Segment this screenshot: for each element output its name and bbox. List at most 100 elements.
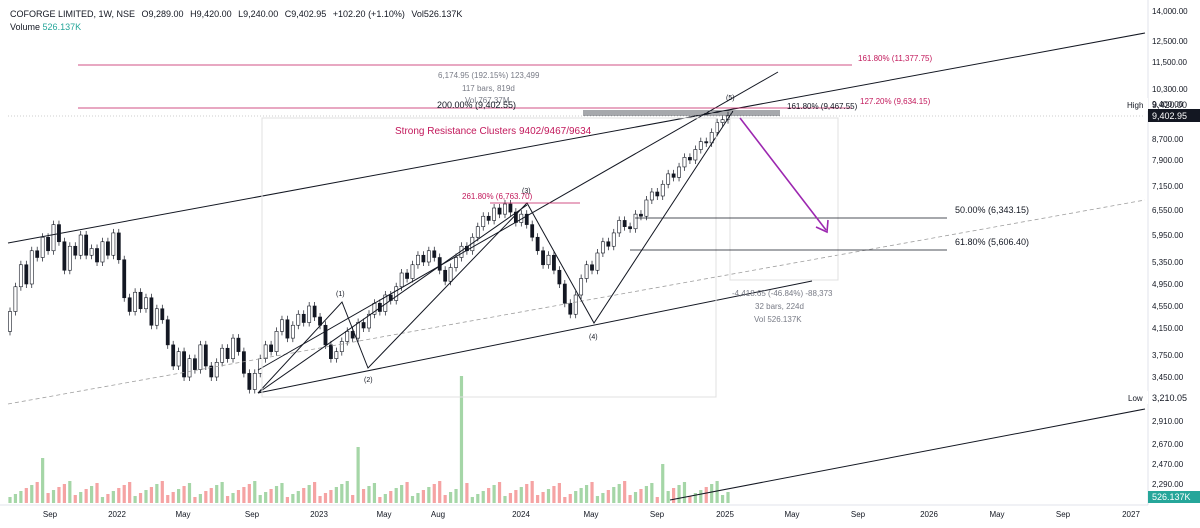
volume-bar <box>231 493 235 503</box>
candle-body <box>35 250 40 258</box>
volume-bar <box>57 487 61 503</box>
volume-bar <box>160 481 164 503</box>
volume-bar <box>30 485 34 503</box>
volume-bar <box>666 491 670 503</box>
candle-body <box>704 141 709 144</box>
wave-label-5: (5) <box>726 95 735 102</box>
price-tick-label: 9,400.00 <box>1152 100 1184 109</box>
volume-bar <box>726 492 730 503</box>
volume-bar <box>291 494 295 503</box>
candle-body <box>329 344 333 359</box>
time-tick-label: Aug <box>431 510 445 519</box>
volume-bar <box>204 491 208 503</box>
volume-bar <box>171 492 175 503</box>
volume-marker-box <box>1148 491 1200 503</box>
price-tick-label: 7,150.00 <box>1152 182 1184 191</box>
candle-body <box>209 365 214 378</box>
volume-bar <box>138 493 143 503</box>
candle-body <box>492 207 497 221</box>
ohlc-change: +102.20 (+1.10%) <box>332 9 405 19</box>
price-tick-label: 5,950.00 <box>1152 231 1184 240</box>
volume-bar <box>247 484 251 503</box>
wave-label-2: (2) <box>364 377 373 384</box>
volume-bar <box>514 490 518 503</box>
header-volume: Vol526.137K <box>411 9 463 19</box>
projection-arrowhead <box>815 219 829 234</box>
candle-body <box>241 351 246 374</box>
volume-bar <box>693 493 697 503</box>
candle-body <box>584 264 589 279</box>
volume-bar <box>519 487 523 503</box>
volume-bar <box>574 491 578 503</box>
volume-bar <box>416 493 420 503</box>
volume-legend-value: 526.137K <box>42 22 82 32</box>
candle-body <box>296 313 301 326</box>
volume-bar <box>329 490 333 503</box>
high-label: High <box>1127 101 1143 110</box>
wave-label-4: (4) <box>589 334 598 341</box>
candle-body <box>611 232 616 247</box>
candle-body <box>116 232 121 261</box>
bottom-channel-line[interactable] <box>669 408 1146 501</box>
volume-bar <box>24 488 28 503</box>
ohlc-close: C9,402.95 <box>284 9 327 19</box>
time-tick-label: May <box>989 510 1004 519</box>
volume-bar <box>220 482 224 503</box>
candle-body <box>149 297 154 326</box>
candle-body <box>649 191 654 201</box>
symbol-name[interactable]: COFORGE LIMITED, 1W, NSE <box>10 9 136 19</box>
volume-legend-label[interactable]: Volume <box>10 22 41 32</box>
rising-wedge-line[interactable] <box>257 71 779 371</box>
fib-1272-label: 127.20% (9,634.15) <box>860 97 931 106</box>
candle-body <box>356 322 361 339</box>
time-tick-label: May <box>175 510 190 519</box>
low-label-box <box>1124 391 1148 404</box>
candle-body <box>595 252 600 271</box>
volume-bar <box>378 497 382 503</box>
candle-body <box>252 373 257 390</box>
candle-body <box>367 313 371 329</box>
candle-body <box>160 308 165 321</box>
volume-bar <box>89 486 94 503</box>
lower-channel-line[interactable] <box>257 280 813 394</box>
volume-bar <box>579 488 583 503</box>
candle-body <box>225 347 230 359</box>
candle-body <box>655 191 660 197</box>
candle-body <box>187 358 192 378</box>
candle-body <box>628 226 632 230</box>
volume-bar <box>563 497 567 503</box>
price-tick-label: 2,290.00 <box>1152 480 1184 489</box>
time-tick-label: 2022 <box>108 510 126 519</box>
volume-bar <box>269 489 273 503</box>
volume-bar <box>111 491 115 503</box>
time-tick-label: Sep <box>851 510 866 519</box>
wave-support-line[interactable] <box>257 204 528 394</box>
elliott-wave-line[interactable] <box>257 110 734 394</box>
upper-channel-line[interactable] <box>7 32 1146 244</box>
candle-body <box>693 149 698 161</box>
volume-bar <box>612 487 616 503</box>
candle-body <box>475 226 480 238</box>
time-tick-label: May <box>784 510 799 519</box>
low-value: 3,210.05 <box>1152 393 1187 403</box>
candle-body <box>454 257 458 268</box>
volume-bar <box>699 490 703 503</box>
candle-body <box>508 203 513 213</box>
candle-body <box>144 297 148 310</box>
candle-body <box>258 358 263 374</box>
drop-label-1: -4,418.65 (-46.84%) -88,373 <box>732 289 833 298</box>
measure-box-rise[interactable] <box>261 117 717 398</box>
volume-bar <box>677 485 681 503</box>
volume-bar <box>633 492 638 503</box>
candle-body <box>497 207 502 215</box>
low-label: Low <box>1128 394 1143 403</box>
measure-box-drop[interactable] <box>729 117 839 281</box>
mid-channel-dashed-line[interactable] <box>7 199 1146 405</box>
candle-body <box>443 269 448 282</box>
projection-arrow[interactable] <box>739 117 827 231</box>
volume-bar <box>166 495 170 503</box>
current-price-box <box>1148 109 1200 122</box>
volume-bar <box>84 489 88 503</box>
